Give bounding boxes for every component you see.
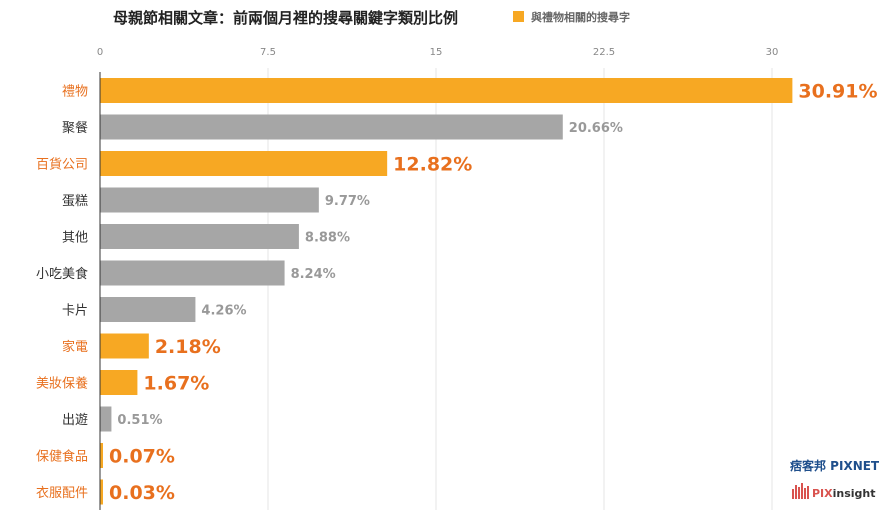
pixinsight-rest: insight (833, 487, 876, 500)
bar (100, 443, 103, 468)
pixinsight-bars-icon (792, 483, 809, 499)
pixnet-logo: 痞客邦 PIXNET (790, 458, 880, 473)
category-label: 禮物 (62, 85, 88, 100)
category-label: 保健食品 (36, 449, 88, 465)
bar (100, 297, 196, 322)
value-label: 9.77% (325, 194, 370, 209)
category-label: 百貨公司 (36, 157, 88, 173)
value-label: 20.66% (569, 121, 623, 136)
category-label: 卡片 (62, 304, 88, 319)
bar (100, 114, 563, 140)
bar (100, 151, 388, 176)
x-axis-ticks: 0 7.5 15 22.5 30 (97, 47, 779, 58)
value-label: 8.88% (305, 231, 350, 246)
pixnet-logo-text: 痞客邦 PIXNET (790, 458, 880, 473)
bar (100, 224, 299, 249)
svg-text:PIXinsight: PIXinsight (812, 487, 876, 500)
value-label: 30.91% (798, 81, 877, 103)
pixinsight-pix: PIX (812, 487, 833, 500)
value-label: 2.18% (155, 336, 221, 358)
value-label: 0.07% (109, 446, 175, 468)
category-label: 出遊 (62, 413, 88, 428)
x-tick-label: 0 (97, 47, 103, 58)
value-label: 1.67% (143, 373, 209, 395)
bar (100, 370, 138, 395)
value-label: 0.03% (109, 482, 175, 504)
x-tick-label: 22.5 (593, 47, 615, 58)
category-label: 蛋糕 (62, 194, 88, 209)
x-tick-label: 15 (430, 47, 443, 58)
value-label: 12.82% (393, 154, 472, 176)
category-label: 家電 (62, 339, 88, 355)
chart-title: 母親節相關文章：前兩個月裡的搜尋關鍵字類別比例 (113, 9, 458, 27)
bar (100, 78, 793, 103)
bar (100, 479, 103, 505)
x-tick-label: 30 (766, 47, 779, 58)
category-label: 其他 (62, 231, 88, 246)
category-label: 美妝保養 (36, 376, 88, 392)
pixinsight-logo: PIXinsight (792, 483, 876, 500)
value-label: 8.24% (291, 267, 336, 282)
bar (100, 406, 112, 432)
legend-label: 與禮物相關的搜尋字 (531, 10, 630, 24)
bars: 禮物 30.91% 聚餐 20.66% 百貨公司 12.82% 蛋糕 9.77% 其他 8.88%… (36, 78, 878, 505)
category-label: 聚餐 (62, 120, 88, 136)
value-label: 0.51% (117, 413, 162, 428)
bar (100, 187, 319, 213)
grid (267, 68, 773, 510)
bar (100, 260, 285, 286)
category-label: 衣服配件 (36, 485, 88, 501)
x-tick-label: 7.5 (260, 47, 276, 58)
category-label: 小吃美食 (36, 266, 88, 282)
bar (100, 333, 149, 359)
legend-swatch (513, 11, 524, 22)
value-label: 4.26% (201, 304, 246, 319)
